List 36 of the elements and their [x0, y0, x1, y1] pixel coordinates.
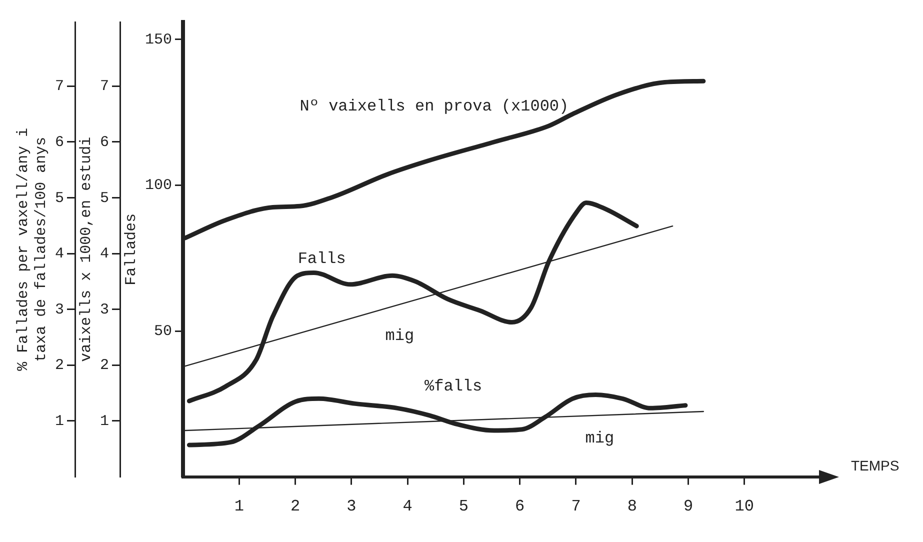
x-tick-label: 5	[458, 498, 469, 516]
y3-tick-label: 150	[144, 31, 172, 48]
series-label: Nº vaixells en prova (x1000)	[300, 97, 569, 116]
x-tick-label: 9	[683, 498, 694, 516]
x-tick-label: 4	[402, 498, 412, 516]
x-tick-label: 8	[627, 498, 637, 516]
y-tick-label: 6	[54, 134, 64, 151]
y-tick-label: 5	[54, 190, 64, 207]
x-tick-label: 1	[234, 498, 244, 516]
y-tick-label: 3	[54, 301, 64, 318]
y2-axis-title: vaixells x 1000,en estudi	[78, 136, 95, 362]
y-tick-label: 1	[54, 412, 64, 430]
series-label: mig	[585, 430, 614, 448]
y2-tick-label: 4	[100, 246, 110, 263]
x-tick-label: 10	[734, 498, 754, 516]
series-label: Falls	[298, 250, 346, 268]
y-tick-label: 4	[54, 246, 64, 263]
y2-tick-label: 5	[100, 190, 110, 207]
x-tick-label: 7	[571, 498, 581, 516]
y-tick-label: 2	[54, 357, 64, 374]
y2-tick-label: 3	[100, 301, 110, 318]
x-axis-title: TEMPS	[851, 458, 900, 474]
y-tick-label: 7	[54, 78, 64, 96]
y3-tick-label: 50	[154, 323, 172, 340]
x-tick-label: 3	[346, 498, 356, 516]
y3-axis-title: Fallades	[122, 213, 140, 286]
series-label: %falls	[424, 378, 482, 396]
y2-tick-label: 6	[100, 134, 110, 151]
y2-tick-label: 7	[100, 78, 110, 96]
series-label: mig	[385, 327, 414, 346]
x-tick-label: 2	[290, 498, 300, 516]
y2-tick-label: 2	[100, 357, 110, 374]
y-axis-title: % Fallades per vaxell/any i taxa de fallades/100 anys	[14, 128, 50, 371]
y2-tick-label: 1	[100, 412, 110, 430]
y3-tick-label: 100	[144, 177, 172, 194]
x-tick-label: 6	[515, 498, 525, 516]
